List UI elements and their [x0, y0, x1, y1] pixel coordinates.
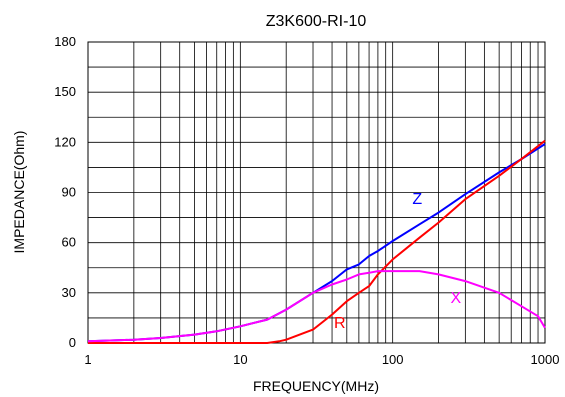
series-label-x: X [451, 290, 462, 307]
y-axis-tick-labels: 0 30 60 90 120 150 180 [54, 34, 76, 350]
chart-title: Z3K600-RI-10 [266, 13, 367, 30]
y-tick-label: 120 [54, 134, 76, 149]
series-labels: Z R X [334, 191, 461, 332]
series-line-x [87, 270, 546, 343]
y-tick-label: 30 [62, 285, 76, 300]
series-label-z: Z [412, 191, 422, 208]
y-tick-label: 0 [69, 335, 76, 350]
series-line-r [88, 139, 546, 344]
y-tick-label: 180 [54, 34, 76, 49]
plot-frame [87, 41, 546, 344]
y-tick-label: 90 [62, 185, 76, 200]
x-tick-label: 1 [84, 352, 91, 367]
series-lines [87, 139, 546, 344]
y-axis-title: IMPEDANCE(Ohm) [11, 131, 27, 254]
x-axis-tick-labels: 1 10 100 1000 [84, 352, 559, 367]
x-tick-label: 1000 [531, 352, 560, 367]
y-tick-label: 150 [54, 84, 76, 99]
series-label-r: R [334, 315, 346, 332]
x-tick-label: 10 [233, 352, 247, 367]
y-tick-label: 60 [62, 235, 76, 250]
x-axis-title: FREQUENCY(MHz) [253, 378, 379, 394]
x-tick-label: 100 [382, 352, 404, 367]
